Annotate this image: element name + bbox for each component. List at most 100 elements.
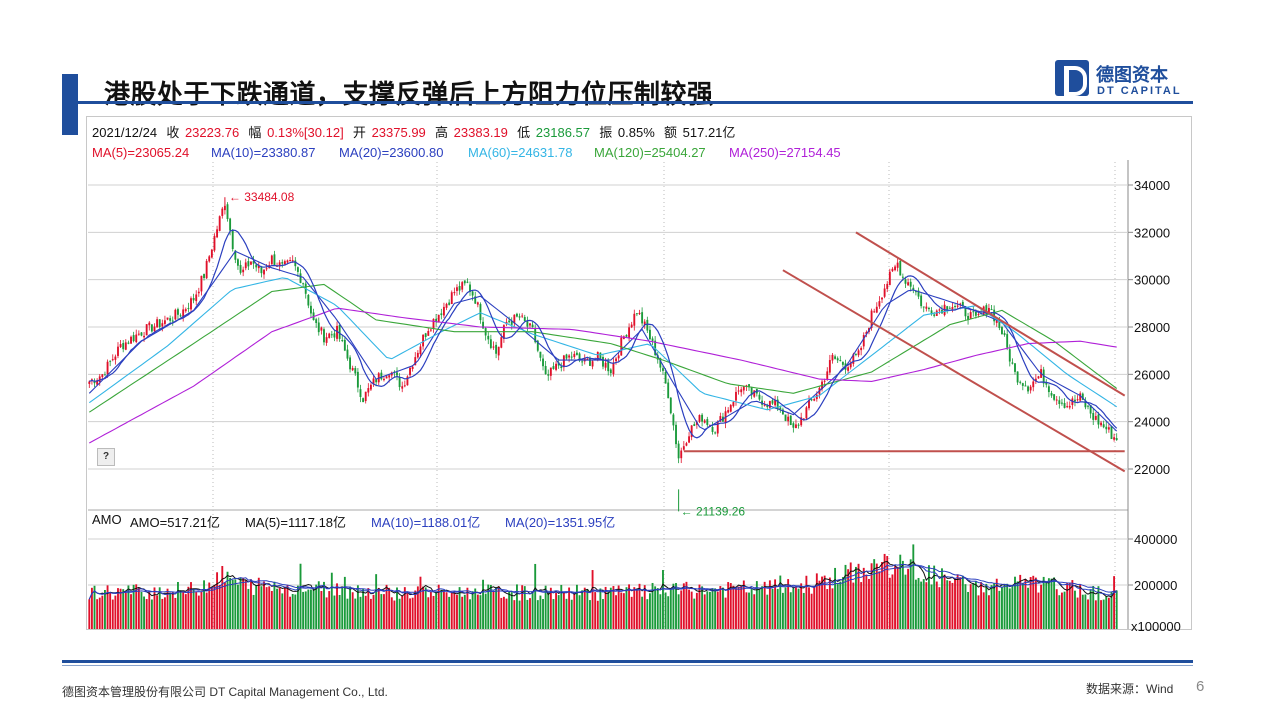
volume-bar [948, 580, 951, 629]
volume-bar [873, 559, 876, 629]
volume-bar [349, 586, 352, 629]
candle-body [124, 342, 127, 350]
volume-bar [257, 577, 260, 629]
volume-bar [192, 588, 195, 629]
candle-body [1045, 382, 1048, 385]
candle-body [781, 409, 784, 415]
volume-bar [403, 587, 406, 629]
candle-body [763, 404, 766, 406]
candle-body [1076, 399, 1079, 401]
candle-body [364, 391, 367, 402]
volume-bar [367, 588, 370, 629]
volume-bar [307, 589, 310, 629]
candle-body [270, 255, 273, 265]
candle-body [617, 355, 620, 359]
volume-bar [920, 581, 923, 629]
candle-body [302, 283, 305, 285]
volume-bar [990, 585, 993, 629]
volume-bar [445, 592, 448, 629]
volume-bar [808, 587, 810, 629]
volume-bar [203, 580, 205, 629]
volume-bar [1102, 599, 1105, 629]
volume-bar [440, 589, 443, 629]
candle-body [826, 371, 829, 379]
candle-body [140, 332, 143, 336]
candle-body [190, 298, 192, 310]
volume-bar [104, 590, 106, 629]
volume-bar [659, 594, 662, 629]
candle-body [255, 264, 258, 268]
volume-bar [529, 598, 531, 629]
quote-open-label: 开 [352, 125, 366, 140]
volume-bar [1011, 584, 1014, 629]
candle-body [852, 354, 855, 364]
candle-body [432, 318, 435, 329]
volume-bar [802, 592, 805, 629]
volume-bar [380, 594, 383, 629]
candle-body [388, 375, 391, 378]
volume-bar [351, 592, 354, 629]
candle-body [192, 298, 195, 301]
candle-body [602, 356, 604, 367]
legend-ma120: MA(120)=25404.27 [594, 145, 706, 160]
volume-bar [398, 598, 401, 629]
volume-bar [1081, 594, 1084, 629]
candle-body [581, 361, 584, 363]
candle-body [286, 260, 289, 263]
candle-body [296, 267, 299, 272]
page-title: 港股处于下跌通道，支撑反弹后上方阻力位压制较强 [104, 80, 714, 110]
candle-body [771, 400, 774, 404]
volume-bar [620, 592, 623, 629]
candle-body [753, 390, 756, 397]
candle-body [972, 311, 975, 313]
candle-body [518, 316, 521, 318]
volume-bar [784, 587, 787, 629]
volume-bar [182, 591, 185, 629]
candle-body [317, 322, 320, 333]
volume-bar [242, 577, 245, 629]
volume-bar [849, 562, 852, 629]
volume-bar [646, 599, 649, 629]
volume-bar [364, 595, 367, 629]
quote-info-row: 2021/12/24 收 23223.76 幅 0.13%[30.12] 开 2… [92, 122, 737, 141]
candle-body [839, 360, 842, 362]
candle-body [1107, 427, 1110, 430]
candle-body [409, 367, 411, 376]
volume-bar [941, 568, 943, 629]
volume-bar [615, 595, 617, 629]
volume-bar [781, 592, 784, 629]
help-button[interactable]: ? [97, 448, 115, 466]
volume-bar [1097, 586, 1100, 629]
volume-bar [221, 565, 224, 629]
candle-body [974, 311, 977, 316]
volume-bar [1003, 583, 1006, 629]
candle-body [338, 324, 341, 339]
volume-bar [177, 581, 179, 629]
candle-body [857, 350, 860, 356]
volume-bar [823, 575, 826, 629]
candle-body [231, 230, 234, 250]
volume-bar [956, 574, 959, 629]
volume-bar [776, 588, 779, 629]
candle-body [122, 343, 125, 350]
volume-bar [896, 566, 899, 629]
candle-body [555, 363, 558, 370]
quote-amount-label: 额 [664, 125, 678, 140]
volume-bar [589, 600, 591, 629]
volume-bar [933, 565, 936, 629]
volume-bar [502, 596, 505, 629]
volume-bar [834, 567, 837, 629]
volume-bar [1100, 600, 1102, 629]
volume-bar [260, 586, 263, 629]
volume-bar [591, 570, 594, 629]
volume-bar [153, 587, 156, 629]
volume-bar [967, 591, 970, 629]
candle-body [234, 250, 237, 260]
legend-ma20: MA(20)=23600.80 [339, 145, 444, 160]
volume-bar [276, 588, 278, 629]
candle-body [106, 361, 109, 375]
volume-bar [852, 582, 855, 629]
volume-amo: AMO=517.21亿 [130, 515, 220, 530]
candle-body [638, 312, 641, 315]
candle-body [596, 351, 599, 361]
